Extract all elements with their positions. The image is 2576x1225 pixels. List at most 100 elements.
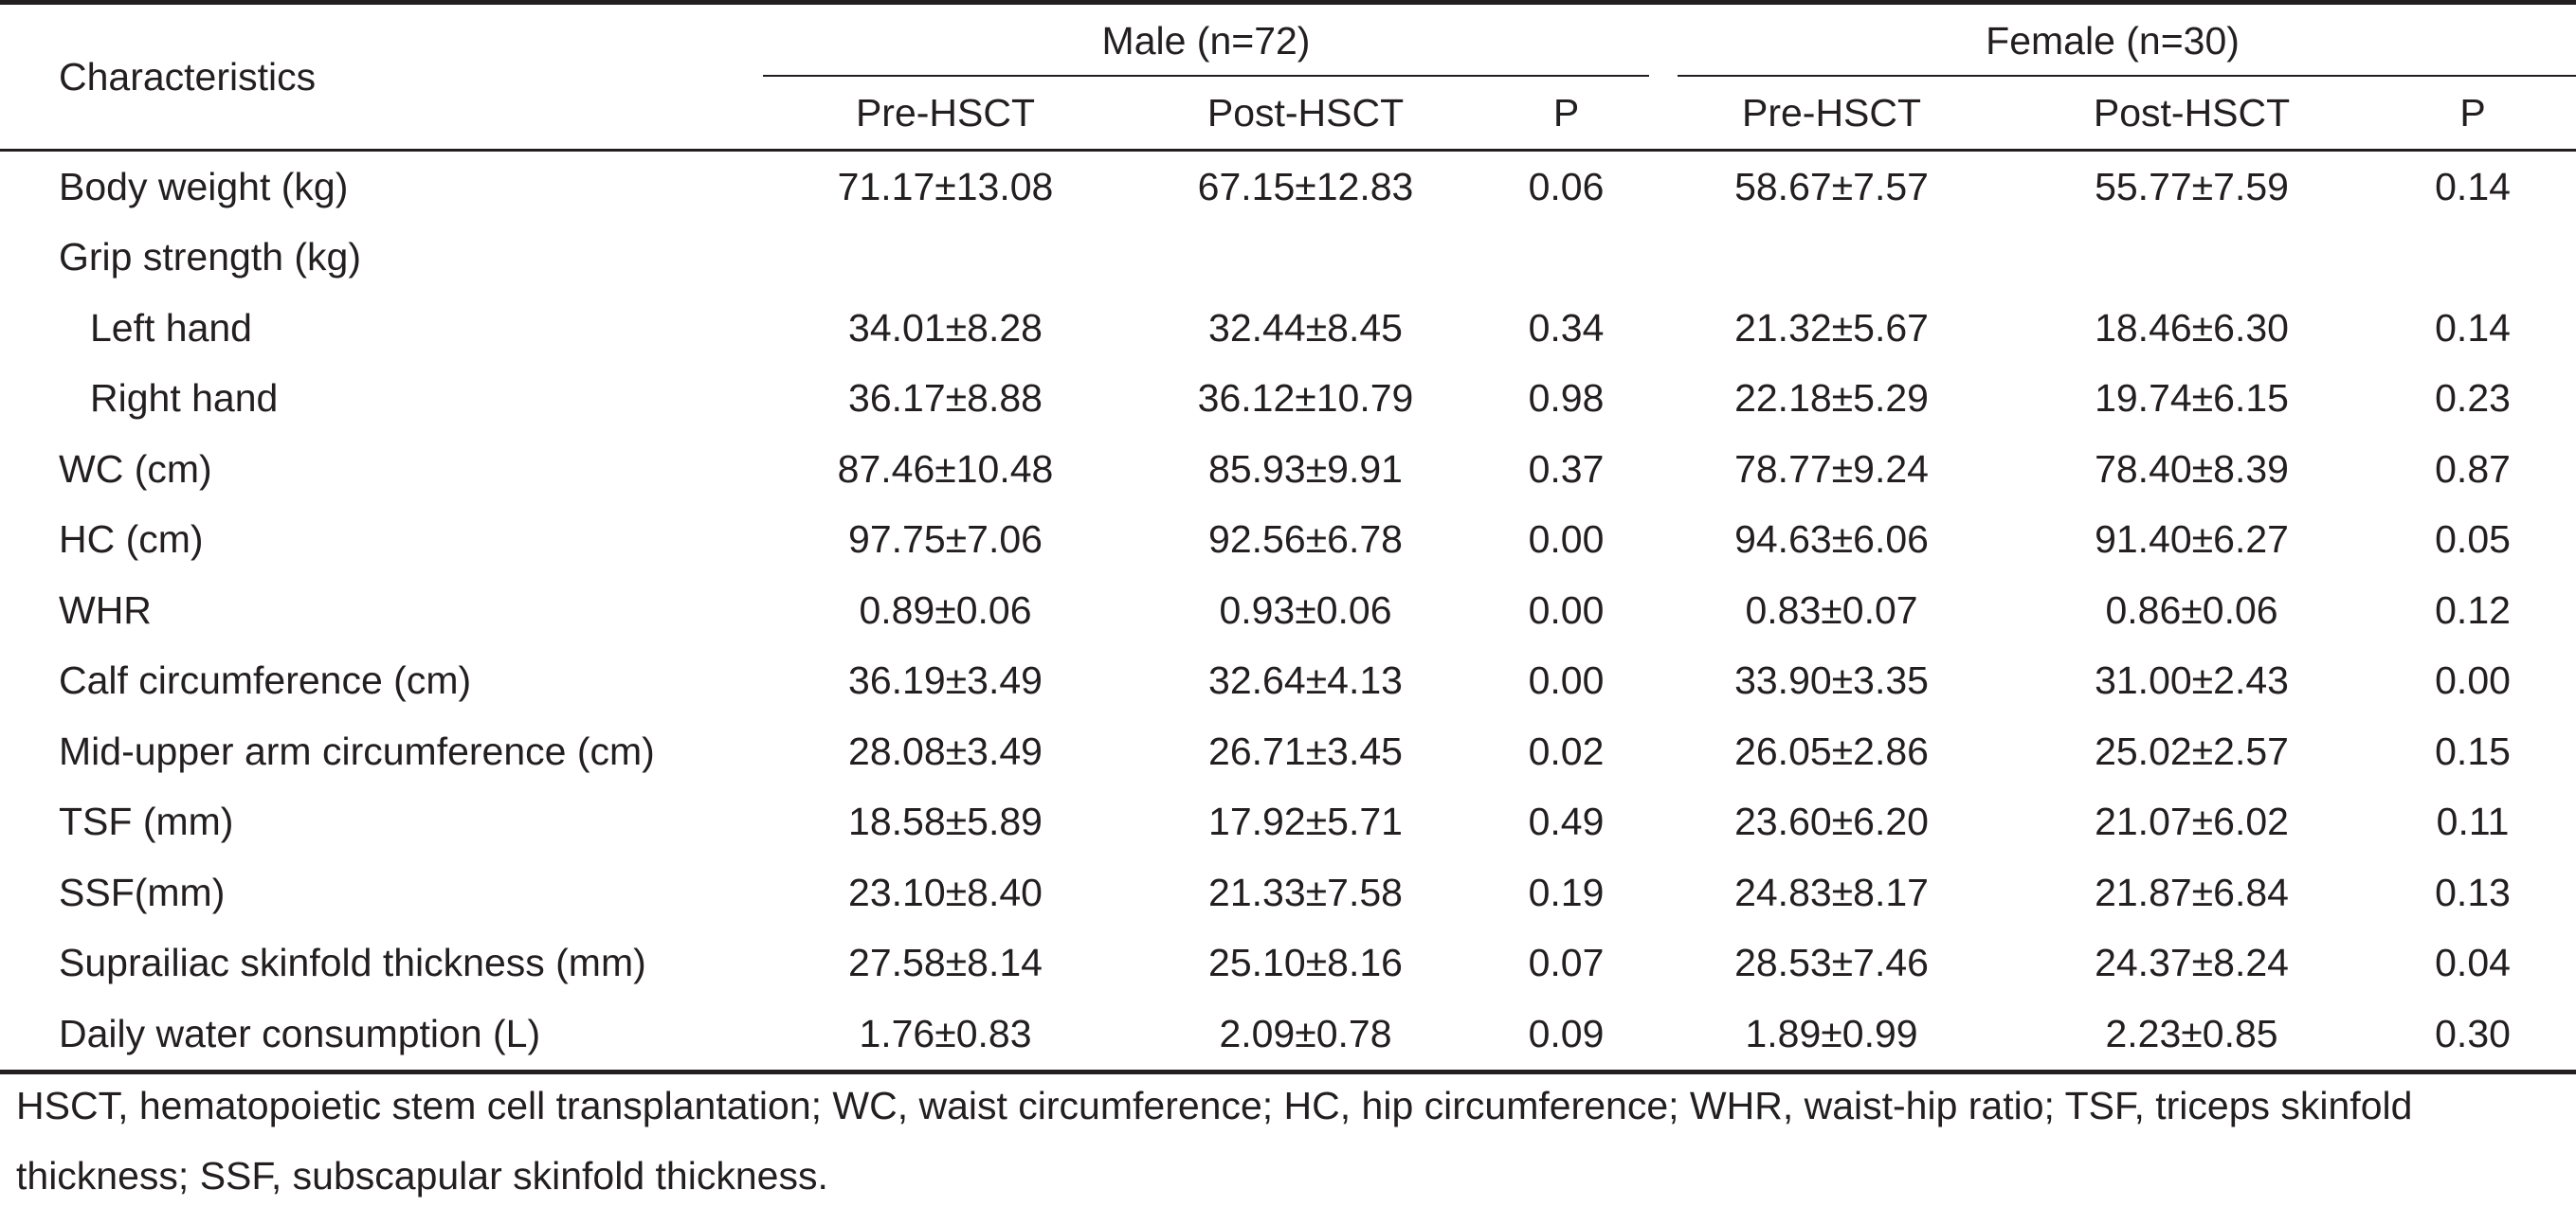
table-row: Right hand 36.17±8.88 36.12±10.79 0.98 22.18… (0, 364, 2576, 435)
row-label: Left hand (90, 305, 252, 350)
female-pre-hsct-cell: 21.32±5.67 (1734, 305, 1929, 350)
table-row: HC (cm) 97.75±7.06 92.56±6.78 0.00 94.63±6.0… (0, 505, 2576, 576)
female-pre-hsct-cell: 0.83±0.07 (1745, 587, 1918, 632)
male-p-cell: 0.19 (1528, 870, 1605, 914)
male-post-hsct-header: Post-HSCT (1128, 77, 1483, 152)
male-p-cell: 0.49 (1528, 800, 1605, 844)
female-p-cell: 0.12 (2435, 587, 2511, 632)
table-row: SSF(mm) 23.10±8.40 21.33±7.58 0.19 24.83±8.1… (0, 857, 2576, 928)
male-group-header: Male (n=72) (763, 0, 1650, 77)
male-post-hsct-cell: 25.10±8.16 (1208, 941, 1403, 985)
row-label: TSF (mm) (59, 800, 234, 844)
female-p-cell: 0.11 (2436, 800, 2510, 844)
row-label: Suprailiac skinfold thickness (mm) (59, 941, 646, 985)
female-pre-hsct-cell: 94.63±6.06 (1734, 517, 1929, 562)
male-post-hsct-cell (1128, 223, 1483, 294)
male-pre-hsct-cell: 1.76±0.83 (763, 999, 1128, 1074)
female-p-cell: 0.04 (2435, 941, 2511, 985)
female-p-header: P (2369, 77, 2576, 152)
male-post-hsct-cell: 36.12±10.79 (1197, 376, 1414, 421)
table-body: Body weight (kg) 71.17±13.08 67.15±12.83 0.… (0, 151, 2576, 1074)
male-post-hsct-cell: 32.44±8.45 (1208, 305, 1403, 350)
male-pre-hsct-header: Pre-HSCT (763, 77, 1128, 152)
male-post-hsct-cell: 85.93±9.91 (1208, 446, 1403, 491)
female-post-hsct-cell: 19.74±6.15 (2095, 376, 2289, 421)
female-pre-hsct-cell: 78.77±9.24 (1734, 446, 1929, 491)
female-pre-hsct-cell: 26.05±2.86 (1734, 729, 1929, 773)
row-label: Right hand (90, 376, 279, 421)
table-row: TSF (mm) 18.58±5.89 17.92±5.71 0.49 23.60±6.… (0, 787, 2576, 858)
male-post-hsct-cell: 21.33±7.58 (1208, 870, 1403, 914)
female-group-header: Female (n=30) (1649, 0, 2576, 77)
row-label: WC (cm) (59, 446, 212, 491)
male-pre-hsct-cell: 27.58±8.14 (848, 941, 1043, 985)
female-group-rule (1678, 75, 2576, 77)
female-p-cell: 0.00 (2435, 658, 2511, 703)
female-pre-hsct-cell: 33.90±3.35 (1734, 658, 1929, 703)
male-post-hsct-cell: 32.64±4.13 (1208, 658, 1403, 703)
male-p-cell: 0.02 (1528, 729, 1605, 773)
table-row: Grip strength (kg) (0, 223, 2576, 294)
female-pre-hsct-cell: 58.67±7.57 (1734, 164, 1929, 208)
female-post-hsct-cell: 21.87±6.84 (2095, 870, 2289, 914)
female-p-cell: 0.15 (2435, 729, 2511, 773)
table-row: Body weight (kg) 71.17±13.08 67.15±12.83 0.… (0, 151, 2576, 223)
female-pre-hsct-header: Pre-HSCT (1649, 77, 2015, 152)
female-group-label: Female (n=30) (1986, 18, 2240, 63)
male-pre-hsct-cell: 97.75±7.06 (848, 517, 1043, 562)
male-pre-hsct-cell: 28.08±3.49 (848, 729, 1043, 773)
table-row: Mid-upper arm circumference (cm) 28.08±3.… (0, 716, 2576, 787)
male-pre-hsct-cell: 36.19±3.49 (848, 658, 1043, 703)
female-pre-hsct-cell: 22.18±5.29 (1734, 376, 1929, 421)
female-pre-hsct-cell: 1.89±0.99 (1649, 999, 2015, 1074)
male-p-cell: 0.00 (1528, 658, 1605, 703)
female-post-hsct-cell: 31.00±2.43 (2095, 658, 2289, 703)
male-pre-hsct-cell: 18.58±5.89 (848, 800, 1043, 844)
male-p-cell: 0.00 (1528, 517, 1605, 562)
male-pre-hsct-cell: 71.17±13.08 (837, 164, 1054, 208)
row-label: Daily water consumption (L) (0, 999, 763, 1074)
table-footnote: HSCT, hematopoietic stem cell transplant… (16, 1084, 2413, 1198)
female-post-hsct-cell (2014, 223, 2369, 294)
male-post-hsct-cell: 17.92±5.71 (1208, 800, 1403, 844)
female-post-hsct-cell: 0.86±0.06 (2105, 587, 2278, 632)
male-post-hsct-cell: 67.15±12.83 (1197, 164, 1414, 208)
female-p-cell: 0.05 (2435, 517, 2511, 562)
male-pre-hsct-cell: 87.46±10.48 (837, 446, 1054, 491)
table-row: Calf circumference (cm) 36.19±3.49 32.64±4… (0, 646, 2576, 717)
header-group-row: Characteristics Male (n=72) Female (n=30… (0, 0, 2576, 152)
female-p-cell: 0.30 (2369, 999, 2576, 1074)
characteristics-column-header: Characteristics (0, 0, 763, 152)
row-label: Grip strength (kg) (59, 235, 361, 279)
male-group-rule (763, 75, 1650, 77)
female-p-cell (2369, 223, 2576, 294)
male-pre-hsct-cell: 0.89±0.06 (859, 587, 1032, 632)
row-label: SSF(mm) (59, 870, 226, 914)
female-post-hsct-cell: 21.07±6.02 (2095, 800, 2289, 844)
male-p-header: P (1483, 77, 1650, 152)
male-p-cell: 0.09 (1483, 999, 1650, 1074)
male-post-hsct-cell: 26.71±3.45 (1208, 729, 1403, 773)
male-post-hsct-cell: 0.93±0.06 (1219, 587, 1392, 632)
female-p-cell: 0.87 (2435, 446, 2511, 491)
characteristics-table: Characteristics Male (n=72) Female (n=30… (0, 0, 2576, 1074)
male-group-label: Male (n=72) (1101, 18, 1311, 63)
male-pre-hsct-cell: 36.17±8.88 (848, 376, 1043, 421)
male-p-cell: 0.37 (1528, 446, 1605, 491)
male-pre-hsct-cell: 34.01±8.28 (848, 305, 1043, 350)
female-pre-hsct-cell: 23.60±6.20 (1734, 800, 1929, 844)
table-row: WC (cm) 87.46±10.48 85.93±9.91 0.37 78.77±9.… (0, 434, 2576, 505)
female-post-hsct-cell: 24.37±8.24 (2095, 941, 2289, 985)
female-post-hsct-cell: 55.77±7.59 (2095, 164, 2289, 208)
header-sub-row: Pre-HSCT Post-HSCT P Pre-HSCT Post-HSCT … (0, 77, 2576, 152)
table-row: Left hand 34.01±8.28 32.44±8.45 0.34 21.32±5… (0, 293, 2576, 364)
female-p-cell: 0.13 (2435, 870, 2511, 914)
female-p-cell: 0.14 (2435, 305, 2511, 350)
female-post-hsct-cell: 91.40±6.27 (2095, 517, 2289, 562)
female-p-cell: 0.23 (2435, 376, 2511, 421)
male-post-hsct-cell: 92.56±6.78 (1208, 517, 1403, 562)
female-pre-hsct-cell: 24.83±8.17 (1734, 870, 1929, 914)
table-row: Daily water consumption (L) 1.76±0.83 2.09… (0, 999, 2576, 1074)
female-post-hsct-cell: 25.02±2.57 (2095, 729, 2289, 773)
female-pre-hsct-cell: 28.53±7.46 (1734, 941, 1929, 985)
